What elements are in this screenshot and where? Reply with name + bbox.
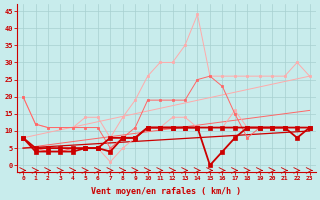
- X-axis label: Vent moyen/en rafales ( km/h ): Vent moyen/en rafales ( km/h ): [91, 187, 241, 196]
